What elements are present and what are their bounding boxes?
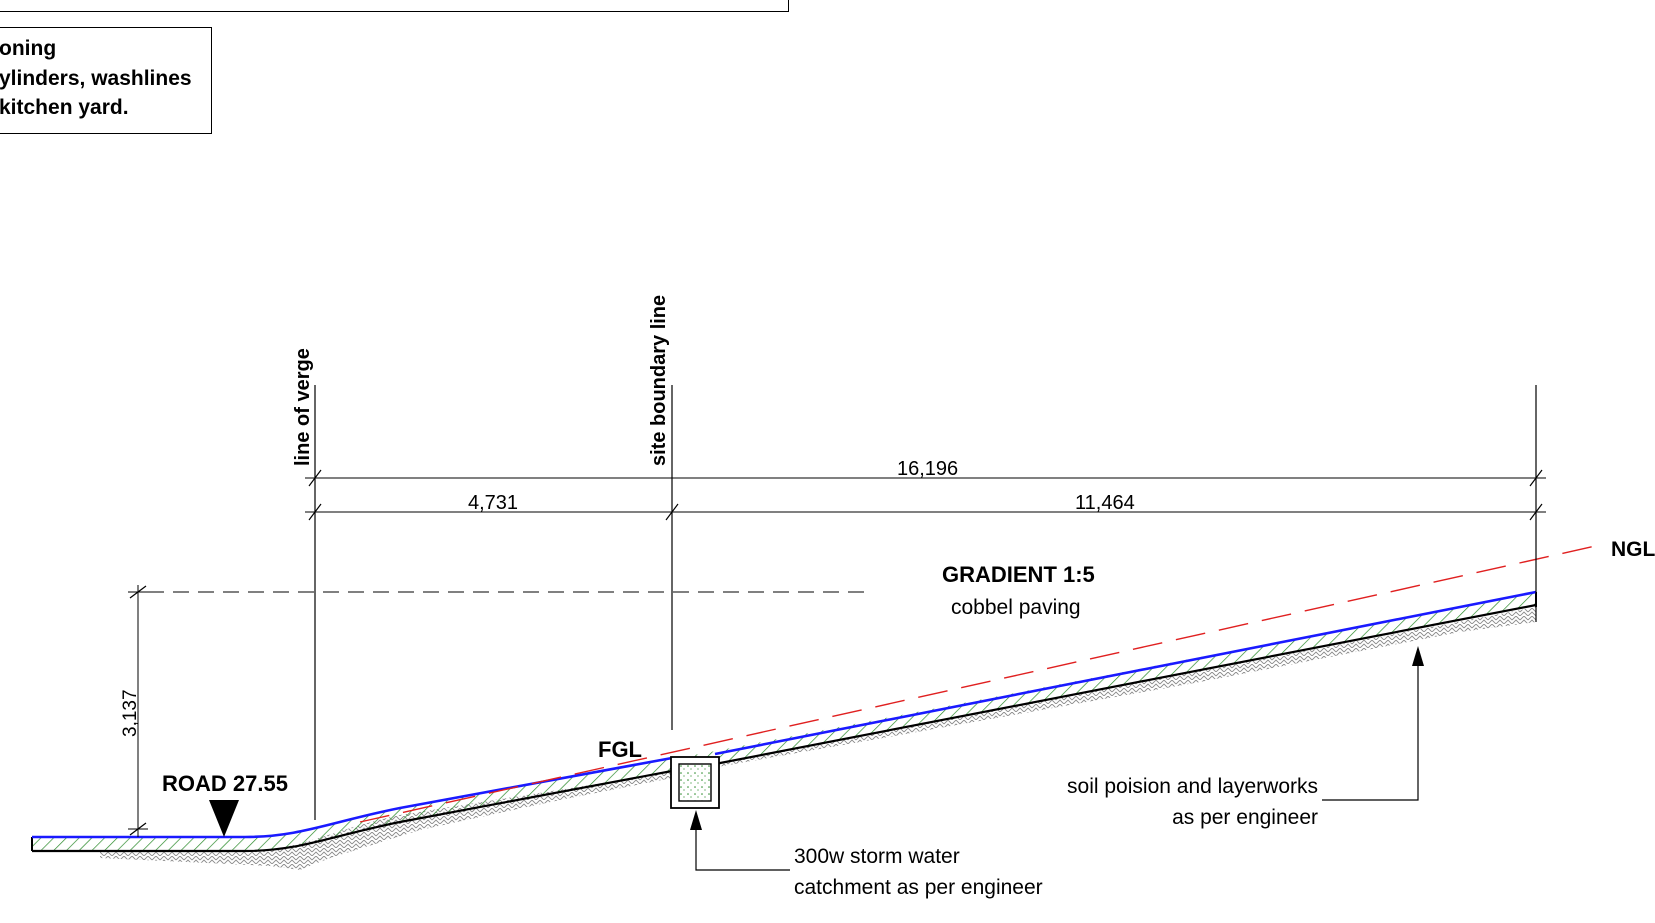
finished-ground-line <box>32 590 1537 839</box>
ngl-label: NGL <box>1611 538 1655 561</box>
dim-tick <box>665 503 679 521</box>
storm-water-label-1: 300w storm water <box>794 845 960 868</box>
note-line-3: kitchen yard. <box>0 96 129 119</box>
gradient-label: GRADIENT 1:5 <box>942 562 1095 587</box>
ngl-line <box>359 544 1601 823</box>
soil-leader-arrow <box>1412 646 1424 666</box>
road-level-marker <box>209 800 239 837</box>
note-line-1: oning <box>0 37 57 60</box>
soil-poison-label-1: soil poision and layerworks <box>1067 775 1318 798</box>
dim-overall-text: 16,196 <box>897 458 958 480</box>
dim-tick <box>129 585 147 599</box>
dim-boundary-end-text: 11,464 <box>1075 492 1135 514</box>
road-level-label: ROAD 27.55 <box>162 771 288 796</box>
note-line-2: ylinders, washlines <box>0 67 192 90</box>
dim-tick <box>308 503 322 521</box>
soil-leader <box>1322 650 1419 801</box>
dim-tick <box>308 469 322 487</box>
dim-tick <box>1529 503 1543 521</box>
storm-leader-arrow <box>690 810 702 830</box>
paving-label: cobbel paving <box>951 596 1081 619</box>
layerworks-bottom-line <box>32 603 1537 853</box>
dim-verge-boundary-text: 4,731 <box>468 492 518 514</box>
line-of-verge-label: line of verge <box>292 348 314 466</box>
fgl-label: FGL <box>598 737 642 762</box>
title-block-frame <box>0 0 789 12</box>
note-box: oning ylinders, washlines kitchen yard. <box>0 27 212 134</box>
storm-leader <box>695 815 790 871</box>
storm-water-catchment-inner <box>678 763 712 802</box>
storm-water-label-2: catchment as per engineer <box>794 876 1043 899</box>
soil-poison-label-2: as per engineer <box>1172 806 1318 829</box>
dim-height-text: 3,137 <box>120 689 141 737</box>
dim-tick <box>129 822 147 836</box>
site-boundary-label: site boundary line <box>648 295 670 466</box>
